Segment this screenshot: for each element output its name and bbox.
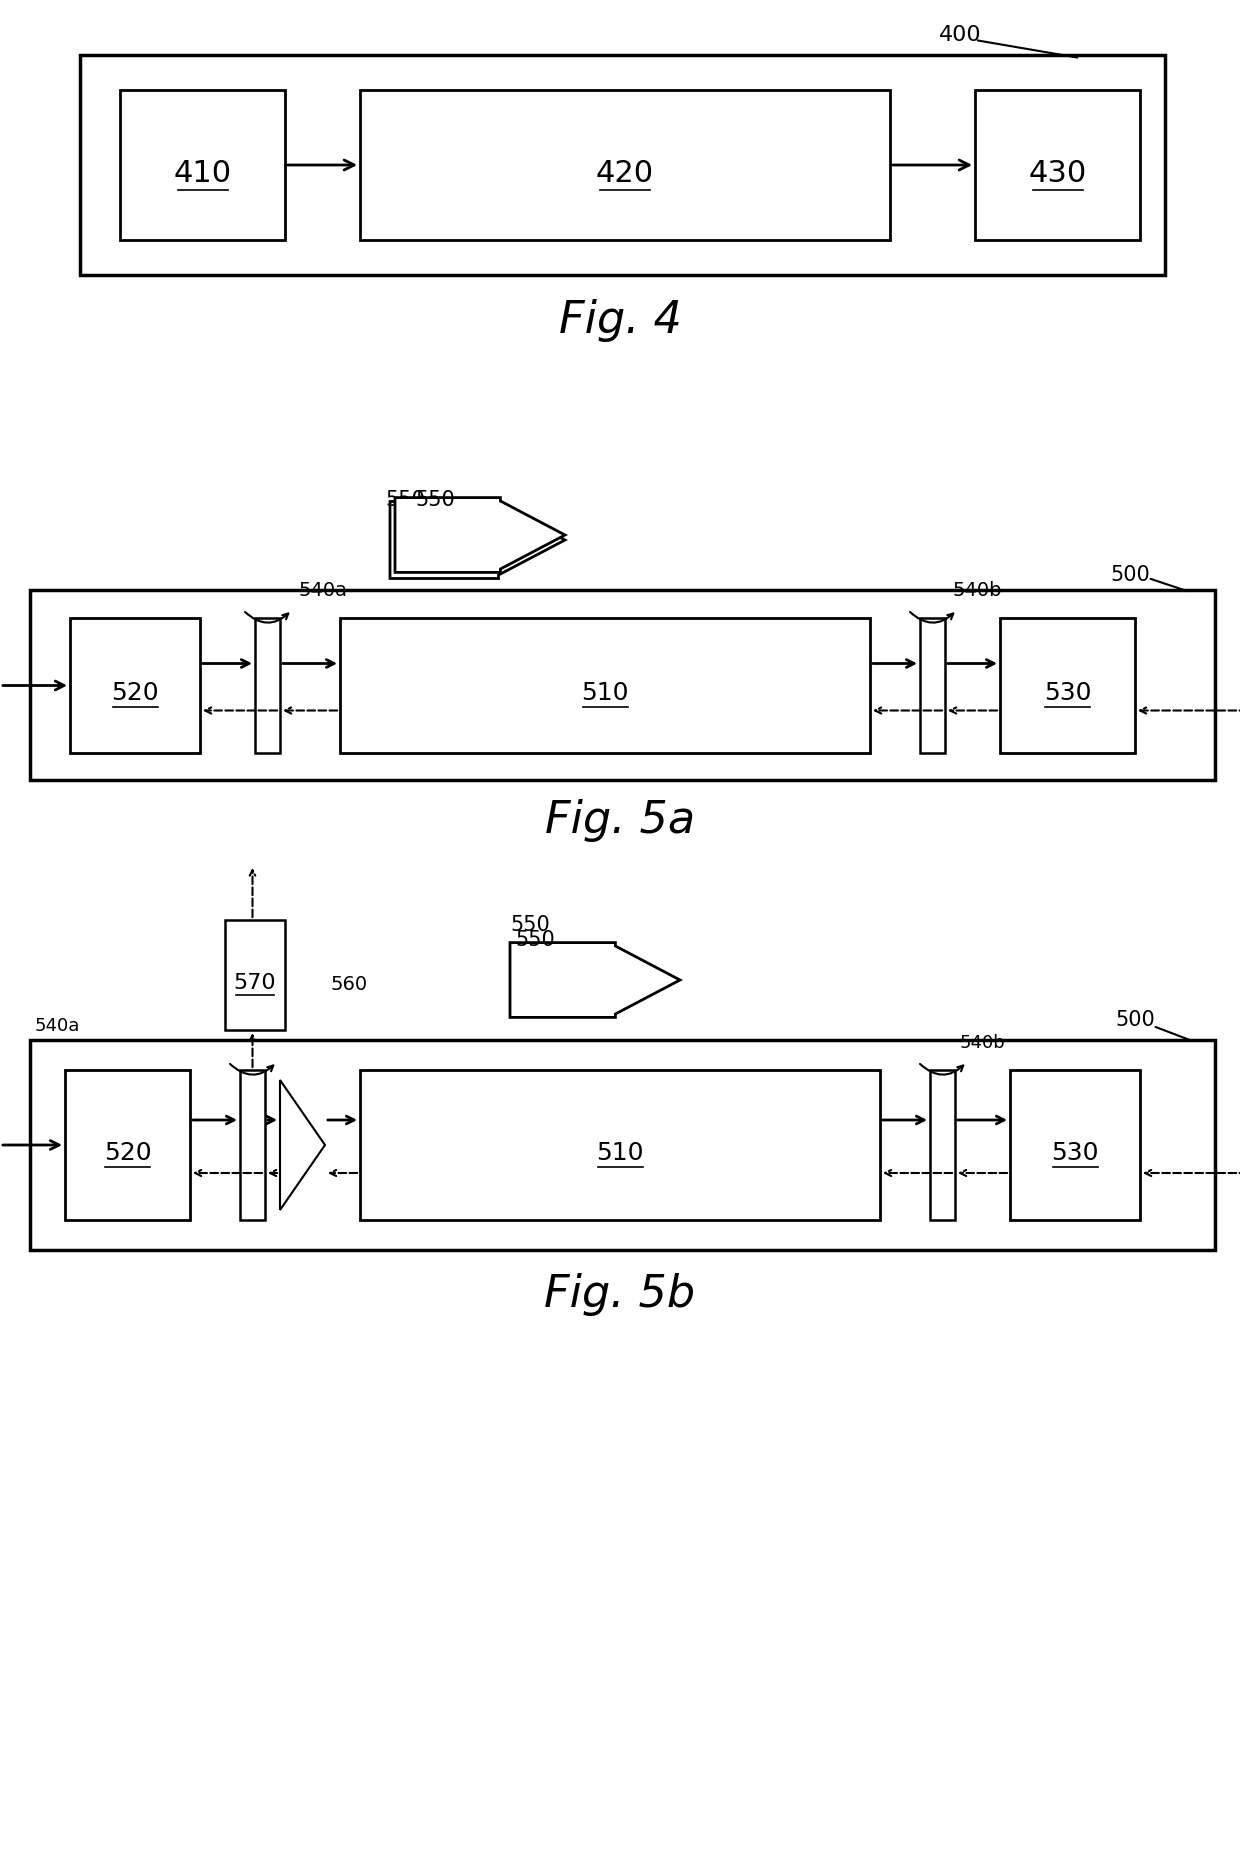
- Text: 550: 550: [386, 491, 425, 509]
- Text: 560: 560: [330, 976, 367, 995]
- Bar: [975, 90, 1140, 241]
- Text: 530: 530: [1052, 1140, 1099, 1164]
- Text: Fig. 5a: Fig. 5a: [544, 799, 696, 842]
- Bar: [340, 618, 870, 754]
- Bar: [255, 618, 280, 754]
- Polygon shape: [396, 498, 565, 573]
- Text: 520: 520: [112, 681, 159, 705]
- Text: 540a: 540a: [298, 580, 347, 601]
- Bar: [64, 1069, 190, 1220]
- Text: 550: 550: [510, 914, 549, 935]
- Bar: [930, 1069, 955, 1220]
- Text: 540a: 540a: [35, 1017, 81, 1036]
- Bar: [81, 54, 1166, 274]
- Text: Fig. 5b: Fig. 5b: [544, 1273, 696, 1317]
- Bar: [360, 1069, 880, 1220]
- Text: 540b: 540b: [960, 1034, 1006, 1052]
- FancyArrowPatch shape: [229, 1064, 273, 1075]
- Text: Fig. 4: Fig. 4: [558, 299, 682, 341]
- Polygon shape: [510, 942, 680, 1017]
- Text: 400: 400: [939, 24, 981, 45]
- Text: 550: 550: [515, 929, 554, 950]
- Bar: [999, 618, 1135, 754]
- Bar: [360, 90, 890, 241]
- Text: 420: 420: [596, 159, 653, 187]
- Bar: [920, 618, 945, 754]
- Bar: [30, 590, 1215, 780]
- Text: 500: 500: [1110, 565, 1149, 586]
- Text: 530: 530: [1044, 681, 1091, 705]
- FancyArrowPatch shape: [910, 612, 954, 623]
- Bar: [120, 90, 285, 241]
- Bar: [224, 920, 285, 1030]
- Text: 510: 510: [596, 1140, 644, 1164]
- Text: 550: 550: [415, 491, 455, 509]
- FancyArrowPatch shape: [920, 1064, 963, 1075]
- Bar: [241, 1069, 265, 1220]
- Text: 540b: 540b: [952, 580, 1002, 601]
- Text: 550: 550: [401, 530, 440, 550]
- Text: 500: 500: [1115, 1010, 1154, 1030]
- Bar: [30, 1039, 1215, 1250]
- FancyArrowPatch shape: [246, 612, 288, 623]
- Polygon shape: [280, 1080, 325, 1209]
- Text: 410: 410: [174, 159, 232, 187]
- Text: 570: 570: [233, 972, 277, 993]
- Bar: [1011, 1069, 1140, 1220]
- Text: 510: 510: [582, 681, 629, 705]
- Polygon shape: [391, 502, 565, 578]
- Bar: [69, 618, 200, 754]
- Text: 430: 430: [1028, 159, 1086, 187]
- Text: 520: 520: [104, 1140, 151, 1164]
